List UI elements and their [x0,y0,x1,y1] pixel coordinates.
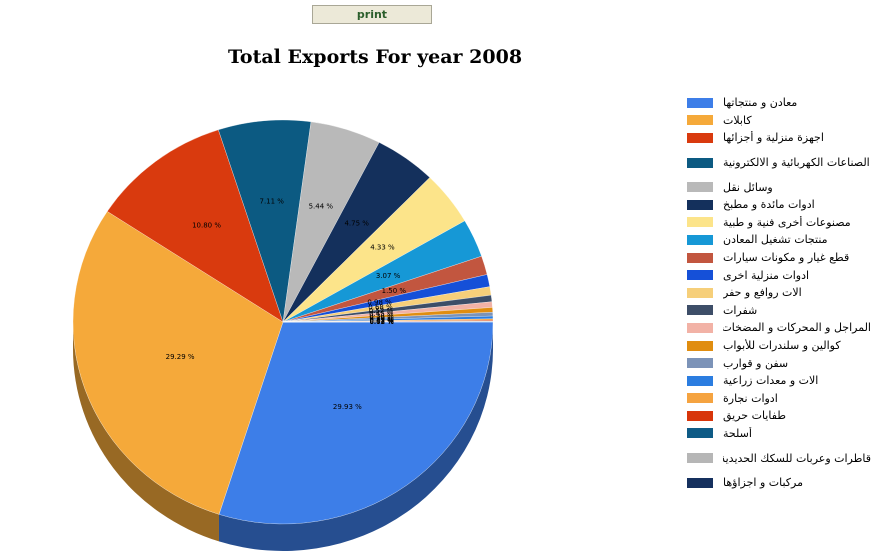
legend-label: مصنوعات أخرى فنية و طبية [723,215,851,229]
legend-item: طفايات حريق [687,407,871,425]
legend-label: الصناعات الكهربائية و الالكترونية [723,156,870,170]
pie-label-19: 0.02 % [369,318,394,326]
pie-label-17: 0.07 % [369,317,394,325]
legend-item: كوالين و سلندرات للأبواب [687,337,871,355]
legend-swatch [687,115,713,126]
pie-slice-0 [218,321,494,525]
legend-item: سفن و قوارب [687,354,871,372]
legend-label: قطع غيار و مكونات سيارات [723,251,850,265]
pie-label-3: 7.11 % [259,197,284,205]
legend-label: اجهزة منزلية و أجزائها [723,131,824,145]
legend-item: ادوات مائدة و مطبخ [687,196,871,214]
legend-label: منتجات تشغيل المعادن [723,233,828,247]
pie-label-7: 3.07 % [376,272,401,280]
pie-label-15: 0.22 % [369,316,394,324]
legend-item: اجهزة منزلية و أجزائها [687,129,871,147]
legend-label: ادوات مائدة و مطبخ [723,198,815,212]
legend-label: سفن و قوارب [723,356,789,370]
pie-label-1: 29.29 % [166,353,195,361]
legend-label: الات روافع و حفر [723,286,802,300]
legend-item: الات و معدات زراعية [687,372,871,390]
pie-percent-labels: 29.93 % 29.29 % 10.80 % 7.11 % 5.44 % 4.75 % 4… [166,197,407,411]
legend-swatch [687,340,713,351]
legend-swatch [687,358,713,369]
legend-item: الات روافع و حفر [687,284,871,302]
legend-label: شفرات [723,303,758,317]
legend-item: منتجات تشغيل المعادن [687,231,871,249]
legend-label: طفايات حريق [723,409,787,423]
legend-label: معادن و منتجاتها [723,96,798,110]
pie-side-depth [73,322,493,551]
legend-label: ادوات منزلية اخرى [723,268,810,282]
legend-swatch [687,234,713,245]
legend-label: مركبات و اجزاؤها [723,476,803,490]
legend-swatch [687,132,713,143]
legend-swatch [687,305,713,316]
legend-item: ادوات منزلية اخرى [687,266,871,284]
pie-side-1 [73,322,219,542]
legend-label: كوالين و سلندرات للأبواب [723,339,841,353]
legend-swatch [687,157,713,168]
legend-item: قاطرات وعربات للسكك الحديدية [687,449,871,467]
legend-swatch [687,453,713,464]
pie-label-20: 0.01 % [369,318,394,326]
legend-label: ادوات نجارة [723,391,778,405]
legend-item: أسلحة [687,425,871,443]
legend-swatch [687,287,713,298]
legend-item: مصنوعات أخرى فنية و طبية [687,214,871,232]
pie-label-8: 1.50 % [382,287,407,295]
legend-label: كابلات [723,113,752,127]
legend-swatch [687,252,713,263]
legend-item: شفرات [687,302,871,320]
legend-swatch [687,97,713,108]
legend-label: وسائل نقل [723,180,773,194]
pie-label-18: 0.03 % [369,318,394,326]
pie-label-11: 0.52 % [369,307,394,315]
pie-label-0: 29.93 % [333,403,362,411]
legend-label: أسلحة [723,426,752,440]
legend-item: الصناعات الكهربائية و الالكترونية [687,154,871,172]
legend-swatch [687,199,713,210]
pie-label-4: 5.44 % [309,202,334,210]
pie-label-14: 0.30 % [369,314,394,322]
legend-item: معادن و منتجاتها [687,94,871,112]
pie-slice-1 [72,211,284,515]
legend-swatch [687,322,713,333]
print-button[interactable]: print [312,5,432,24]
legend-label: المراجل و المحركات و المضخات [723,321,871,335]
chart-title: Total Exports For year 2008 [227,46,523,68]
legend-swatch [687,393,713,404]
pie-label-6: 4.33 % [370,244,395,252]
pie-label-16: 0.12 % [369,317,394,325]
legend-item: كابلات [687,112,871,130]
legend-item: مركبات و اجزاؤها [687,474,871,492]
legend-label: الات و معدات زراعية [723,374,819,388]
pie-label-12: 0.45 % [369,310,394,318]
pie-label-9: 0.98 % [367,299,392,307]
pie-label-2: 10.80 % [192,222,221,230]
legend-swatch [687,375,713,386]
legend-swatch [687,270,713,281]
legend-swatch [687,182,713,193]
legend-swatch [687,477,713,488]
legend-swatch [687,428,713,439]
pie-top-face [72,119,494,525]
legend-item: المراجل و المحركات و المضخات [687,319,871,337]
legend-item: وسائل نقل [687,178,871,196]
legend: معادن و منتجاتها كابلات اجهزة منزلية و أجز… [687,94,871,491]
pie-slice-2 [107,129,284,323]
legend-swatch [687,410,713,421]
legend-swatch [687,217,713,228]
pie-label-10: 0.68 % [368,303,393,311]
legend-item: قطع غيار و مكونات سيارات [687,249,871,267]
legend-label: قاطرات وعربات للسكك الحديدية [723,451,871,465]
pie-side-0 [218,322,493,551]
pie-label-5: 4.75 % [344,220,369,228]
pie-label-13: 0.38 % [369,312,394,320]
legend-item: ادوات نجارة [687,390,871,408]
